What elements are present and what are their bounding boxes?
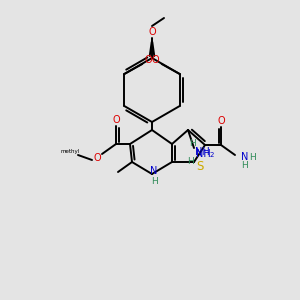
Text: methyl: methyl [60,149,80,154]
Text: O: O [152,55,160,65]
Text: O: O [93,153,101,163]
Text: 2: 2 [210,152,214,158]
Text: H: H [187,158,194,166]
Text: O: O [217,116,225,126]
Text: H: H [249,152,256,161]
Text: H: H [151,176,158,185]
Text: H: H [241,160,248,169]
Text: N: N [241,152,248,162]
Text: NH: NH [195,147,209,157]
Text: H: H [189,140,195,148]
Text: N: N [150,166,158,176]
Text: S: S [196,160,204,172]
Text: O: O [112,115,120,125]
Text: O: O [148,27,156,37]
Text: O: O [145,55,152,65]
Text: NH: NH [196,149,211,159]
